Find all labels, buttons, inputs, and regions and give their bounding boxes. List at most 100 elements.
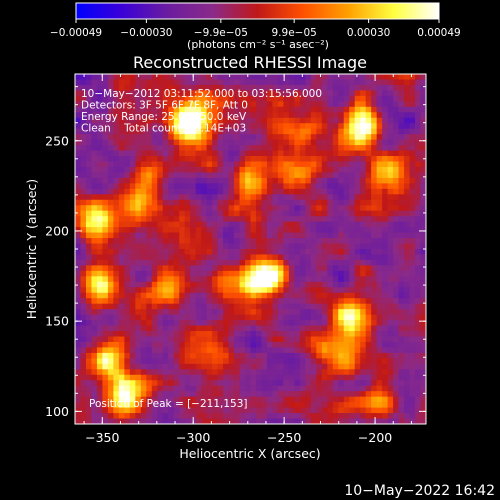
heatmap-cell (113, 336, 120, 343)
heatmap-cell (272, 199, 279, 206)
heatmap-cell (102, 161, 109, 168)
heatmap-cell (162, 309, 169, 316)
heatmap-cell (415, 396, 421, 403)
heatmap-cell (168, 177, 175, 184)
heatmap-cell (376, 325, 383, 332)
heatmap-cell (365, 172, 372, 179)
heatmap-cell (382, 352, 389, 359)
heatmap-cell (151, 221, 158, 228)
heatmap-cell (80, 325, 87, 332)
heatmap-cell (173, 172, 180, 179)
heatmap-cell (129, 303, 136, 310)
colorbar-tick-label: 0.00030 (347, 27, 390, 39)
heatmap-cell (371, 303, 378, 310)
heatmap-cell (288, 243, 295, 250)
heatmap-cell (228, 407, 235, 414)
heatmap-cell (162, 336, 169, 343)
heatmap-cell (234, 123, 240, 130)
heatmap-cell (107, 166, 114, 173)
heatmap-cell (102, 79, 109, 86)
heatmap-cell (272, 216, 279, 223)
heatmap-cell (206, 402, 213, 408)
heatmap-cell (310, 205, 317, 212)
heatmap-cell (272, 150, 279, 157)
heatmap-cell (288, 374, 295, 381)
heatmap-cell (354, 391, 361, 398)
heatmap-cell (310, 101, 317, 108)
heatmap-cell (223, 309, 229, 316)
heatmap-cell (201, 194, 208, 201)
heatmap-cell (190, 161, 197, 168)
heatmap-cell (349, 320, 356, 326)
heatmap-cell (201, 227, 208, 233)
heatmap-cell (376, 309, 383, 316)
heatmap-cell (376, 270, 383, 277)
heatmap-cell (365, 150, 372, 157)
heatmap-cell (146, 380, 153, 387)
heatmap-cell (360, 150, 367, 157)
heatmap-cell (75, 249, 81, 255)
heatmap-cell (404, 145, 410, 151)
heatmap-cell (283, 194, 290, 201)
heatmap-cell (277, 352, 284, 359)
heatmap-cell (382, 292, 389, 299)
heatmap-cell (102, 139, 109, 146)
heatmap-cell (266, 341, 273, 348)
heatmap-cell (299, 95, 306, 102)
heatmap-cell (294, 259, 301, 266)
heatmap-cell (321, 101, 328, 108)
heatmap-cell (332, 90, 339, 97)
heatmap-cell (190, 298, 197, 305)
heatmap-cell (179, 172, 186, 179)
heatmap-cell (217, 123, 224, 130)
heatmap-cell (206, 117, 213, 124)
heatmap-cell (261, 374, 268, 381)
heatmap-cell (404, 358, 410, 365)
heatmap-cell (294, 325, 301, 332)
heatmap-cell (409, 210, 416, 217)
heatmap-cell (415, 413, 421, 419)
heatmap-cell (310, 172, 317, 179)
heatmap-cell (393, 112, 399, 119)
heatmap-cell (398, 402, 405, 408)
heatmap-cell (96, 325, 103, 332)
heatmap-cell (179, 254, 186, 261)
heatmap-cell (261, 210, 268, 217)
heatmap-cell (206, 227, 213, 233)
heatmap-cell (80, 227, 87, 233)
heatmap-cell (266, 150, 273, 157)
heatmap-cell (338, 259, 345, 266)
heatmap-cell (316, 413, 323, 419)
heatmap-cell (184, 259, 191, 266)
heatmap-cell (85, 259, 92, 266)
heatmap-cell (179, 369, 186, 376)
heatmap-cell (184, 134, 191, 141)
heatmap-cell (360, 309, 367, 316)
heatmap-cell (118, 276, 125, 283)
heatmap-cell (168, 74, 175, 80)
heatmap-cell (255, 363, 262, 370)
heatmap-cell (266, 183, 273, 190)
heatmap-cell (283, 95, 290, 102)
heatmap-cell (272, 183, 279, 190)
heatmap-cell (195, 172, 202, 179)
heatmap-cell (420, 227, 426, 233)
heatmap-cell (338, 369, 345, 376)
heatmap-cell (360, 227, 367, 233)
heatmap-cell (371, 172, 378, 179)
heatmap-cell (255, 292, 262, 299)
heatmap-cell (382, 281, 389, 288)
heatmap-cell (107, 325, 114, 332)
heatmap-cell (365, 374, 372, 381)
heatmap-cell (113, 259, 120, 266)
heatmap-cell (255, 336, 262, 343)
heatmap-cell (415, 336, 421, 343)
heatmap-cell (190, 413, 197, 419)
heatmap-cell (157, 325, 164, 332)
heatmap-cell (382, 188, 389, 195)
heatmap-cell (245, 243, 251, 250)
heatmap-cell (272, 270, 279, 277)
heatmap-cell (250, 221, 257, 228)
heatmap-cell (239, 259, 246, 266)
heatmap-cell (118, 172, 125, 179)
